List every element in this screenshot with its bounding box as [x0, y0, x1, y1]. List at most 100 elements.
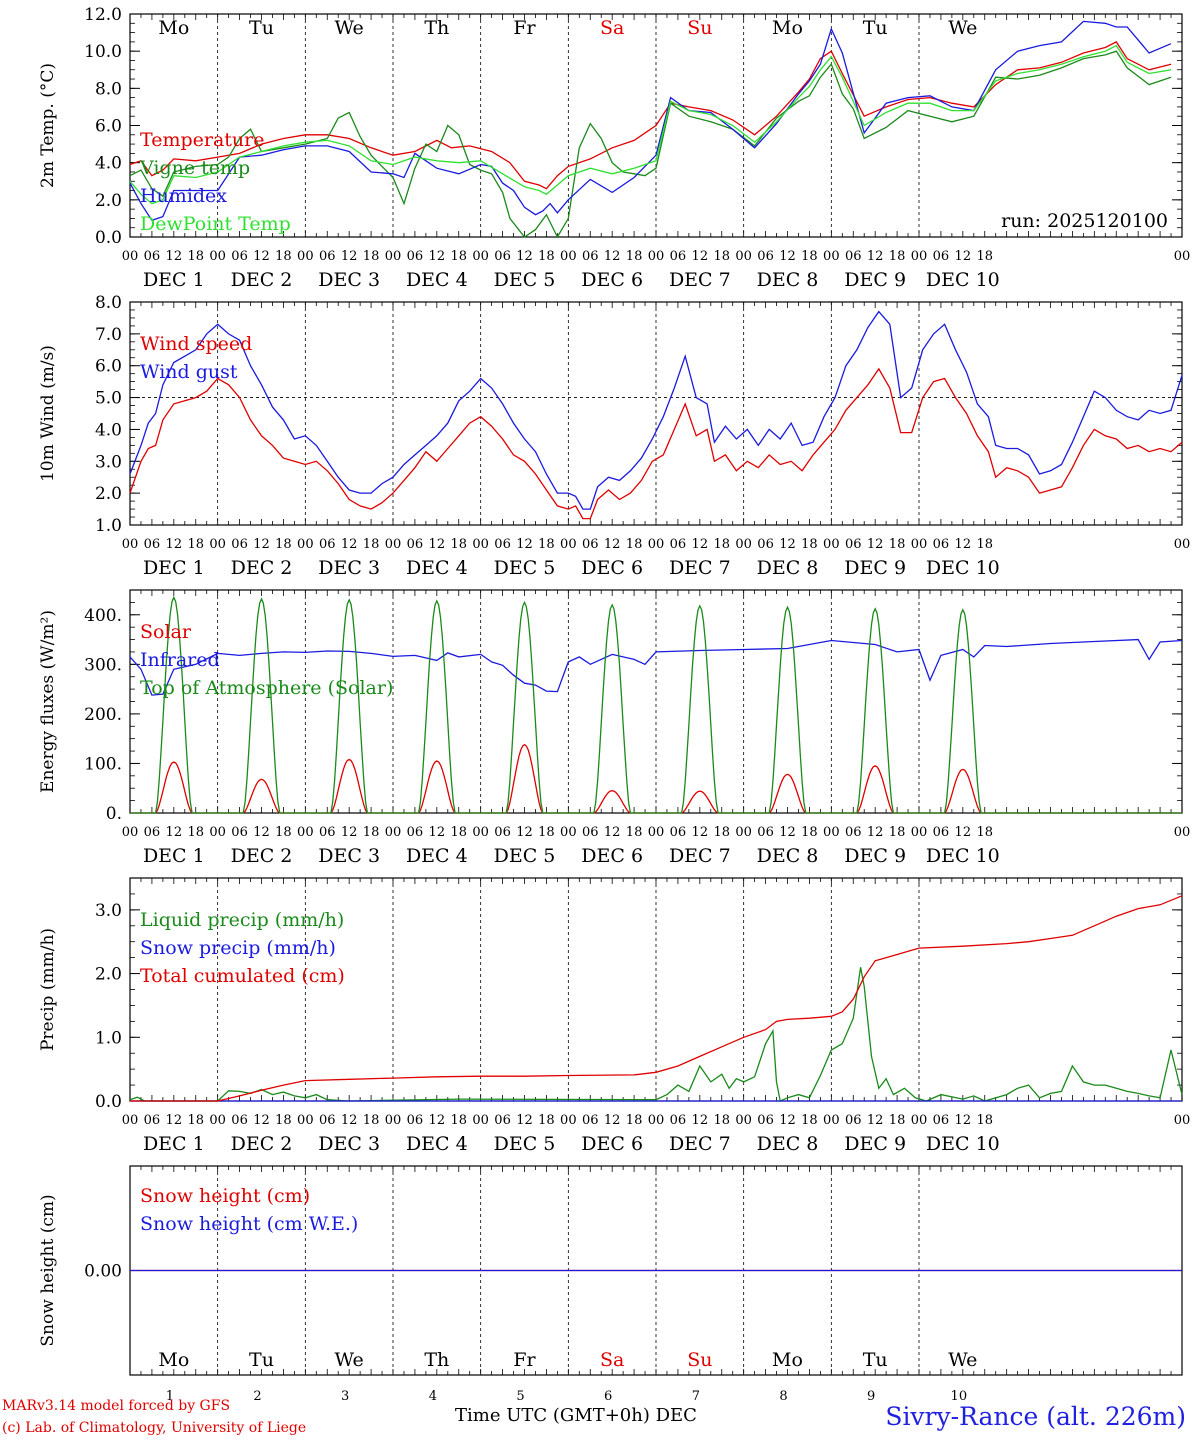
hour-label: 18: [713, 249, 730, 264]
date-label: DEC 1: [143, 1133, 205, 1155]
hour-label: 06: [407, 249, 424, 264]
hour-label: 06: [319, 1113, 336, 1128]
hour-label: 12: [692, 537, 709, 552]
legend-entry: Solar: [140, 621, 192, 643]
hour-label: 18: [187, 537, 204, 552]
hour-label: 00: [385, 1113, 402, 1128]
series-total-cumulated-cm: [130, 895, 1183, 1102]
x-axis-title: Time UTC (GMT+0h) DEC: [455, 1405, 697, 1426]
hour-label: 00: [648, 825, 665, 840]
weekday-label: We: [948, 1349, 977, 1371]
hour-label: 12: [955, 537, 972, 552]
day-number: 8: [779, 1389, 787, 1404]
hour-label: 00: [1174, 537, 1191, 552]
hour-label: 06: [319, 537, 336, 552]
hour-label: 00: [385, 249, 402, 264]
hour-label: 06: [933, 537, 950, 552]
weekday-label: Fr: [513, 1349, 536, 1371]
date-label: DEC 6: [581, 557, 643, 579]
hour-label: 12: [516, 537, 533, 552]
hour-label: 06: [933, 1113, 950, 1128]
y-tick-label: 0.0: [95, 1092, 122, 1112]
hour-label: 12: [604, 249, 621, 264]
hour-label: 06: [494, 249, 511, 264]
y-axis-title: Energy fluxes (W/m²): [38, 610, 58, 793]
legend-entry: Vigne temp: [139, 157, 250, 179]
hour-label: 00: [122, 825, 139, 840]
hour-label: 12: [166, 825, 183, 840]
hour-label: 18: [538, 1113, 555, 1128]
y-axis-title: Precip (mm/h): [38, 928, 58, 1051]
hour-label: 00: [472, 249, 489, 264]
hour-label: 18: [450, 825, 467, 840]
y-tick-label: 3.0: [95, 452, 122, 472]
y-tick-label: 0.0: [95, 228, 122, 248]
hour-label: 00: [911, 249, 928, 264]
series-top-of-atmosphere-solar: [130, 595, 1182, 814]
date-label: DEC 1: [143, 557, 205, 579]
hour-label: 06: [494, 825, 511, 840]
day-number: 2: [253, 1389, 261, 1404]
hour-label: 06: [231, 249, 248, 264]
hour-label: 18: [187, 825, 204, 840]
hour-label: 06: [845, 249, 862, 264]
hour-label: 18: [626, 825, 643, 840]
legend-entry: Snow precip (mm/h): [140, 937, 336, 959]
hour-label: 12: [341, 537, 358, 552]
date-label: DEC 7: [669, 557, 731, 579]
y-axis-title: 10m Wind (m/s): [38, 345, 58, 482]
legend-entry: Top of Atmosphere (Solar): [140, 677, 393, 699]
hour-label: 12: [779, 1113, 796, 1128]
hour-label: 12: [779, 249, 796, 264]
hour-label: 18: [275, 537, 292, 552]
y-tick-label: 2.0: [95, 484, 122, 504]
hour-label: 00: [209, 1113, 226, 1128]
hour-label: 12: [779, 825, 796, 840]
weekday-label: Su: [687, 17, 712, 39]
hour-label: 12: [692, 825, 709, 840]
hour-label: 00: [823, 249, 840, 264]
date-label: DEC 3: [318, 269, 380, 291]
hour-label: 06: [582, 825, 599, 840]
hour-label: 06: [670, 825, 687, 840]
hour-label: 00: [911, 537, 928, 552]
hour-label: 18: [187, 1113, 204, 1128]
legend-entry: Snow height (cm W.E.): [140, 1213, 358, 1235]
date-label: DEC 2: [231, 557, 293, 579]
hour-label: 18: [801, 1113, 818, 1128]
hour-label: 06: [582, 1113, 599, 1128]
hour-label: 06: [144, 537, 161, 552]
date-label: DEC 8: [757, 1133, 819, 1155]
hour-label: 06: [582, 537, 599, 552]
y-tick-label: 2.0: [95, 965, 122, 985]
hour-label: 00: [209, 825, 226, 840]
date-label: DEC 8: [757, 269, 819, 291]
hour-label: 12: [779, 537, 796, 552]
hour-label: 18: [450, 249, 467, 264]
date-label: DEC 5: [494, 1133, 556, 1155]
hour-label: 00: [209, 249, 226, 264]
hour-label: 12: [429, 537, 446, 552]
y-tick-label: 7.0: [95, 325, 122, 345]
hour-label: 00: [735, 537, 752, 552]
hour-label: 18: [713, 537, 730, 552]
y-tick-label: 300.: [84, 655, 122, 675]
hour-label: 06: [933, 825, 950, 840]
date-label: DEC 6: [581, 269, 643, 291]
hour-label: 00: [823, 1113, 840, 1128]
hour-label: 18: [801, 249, 818, 264]
series-liquid-precip-mm-h: [129, 967, 1183, 1102]
hour-label: 00: [122, 1113, 139, 1128]
weekday-label: Th: [424, 1349, 449, 1371]
hour-label: 18: [275, 825, 292, 840]
legend-entry: Temperature: [140, 129, 264, 151]
panel-2: 1.0 2.0 3.0 4.0 5.0 6.0 7.0 8.0 10m Wind (m/s) 00…: [38, 293, 1190, 579]
hour-label: 12: [955, 1113, 972, 1128]
hour-label: 06: [319, 825, 336, 840]
weekday-label: Tu: [863, 17, 888, 39]
hour-label: 06: [845, 537, 862, 552]
date-label: DEC 3: [318, 557, 380, 579]
hour-label: 12: [253, 825, 270, 840]
